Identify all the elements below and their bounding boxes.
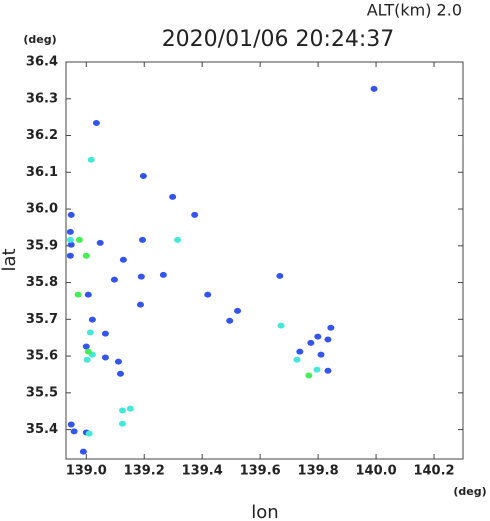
x-axis-label: lon	[251, 502, 278, 521]
x-tick-label: 139.8	[298, 464, 339, 479]
y-tick-label: 36.3	[26, 91, 58, 106]
y-tick-label: 36.0	[26, 202, 58, 217]
echo-point	[66, 228, 74, 235]
echo-point	[307, 339, 315, 346]
echo-point	[126, 405, 134, 412]
echo-point	[84, 291, 92, 298]
y-tick-label: 35.4	[26, 422, 58, 437]
x-tick-label: 139.0	[66, 464, 107, 479]
echo-point	[86, 329, 94, 336]
echo-point	[87, 156, 95, 163]
y-unit: (deg)	[23, 33, 56, 46]
echo-point	[82, 252, 90, 259]
echo-point	[139, 236, 147, 243]
y-tick-label: 35.9	[26, 238, 58, 253]
chart-title: 2020/01/06 20:24:37	[162, 27, 395, 52]
echo-point	[116, 370, 124, 377]
echo-point	[324, 367, 332, 374]
echo-point	[276, 272, 284, 279]
echo-point	[110, 276, 118, 283]
echo-point	[317, 351, 325, 358]
echo-point	[101, 354, 109, 361]
echo-point	[226, 317, 234, 324]
echo-point	[67, 241, 75, 248]
echo-point	[83, 356, 91, 363]
echo-point	[66, 252, 74, 259]
chart-subtitle: ALT(km) 2.0	[367, 1, 462, 20]
echo-point	[314, 333, 322, 340]
x-tick-label: 139.6	[240, 464, 281, 479]
echo-point	[313, 366, 321, 373]
echo-point	[67, 211, 75, 218]
x-tick-label: 139.4	[182, 464, 223, 479]
x-tick-label: 140.2	[413, 464, 454, 479]
echo-point	[88, 316, 96, 323]
echo-point	[74, 291, 82, 298]
y-tick-label: 36.1	[26, 165, 58, 180]
echo-point	[79, 448, 87, 455]
x-tick-label: 139.2	[124, 464, 165, 479]
echo-point	[293, 356, 301, 363]
x-unit: (deg)	[453, 485, 486, 498]
y-axis-label: lat	[0, 248, 20, 271]
echo-point	[324, 336, 332, 343]
echo-point	[169, 193, 177, 200]
echo-point	[85, 430, 93, 437]
plot-frame	[65, 61, 464, 460]
echo-point	[75, 236, 83, 243]
echo-point	[92, 120, 100, 127]
echo-point	[70, 428, 78, 435]
echo-point	[67, 421, 75, 428]
echo-point	[119, 420, 127, 427]
y-tick-label: 35.7	[26, 312, 58, 327]
echo-point	[191, 211, 199, 218]
echo-point	[114, 358, 122, 365]
echo-point	[96, 239, 104, 246]
echo-point	[370, 85, 378, 92]
echo-point	[296, 348, 304, 355]
echo-point	[139, 172, 147, 179]
echo-point	[174, 236, 182, 243]
echo-point	[119, 256, 127, 263]
y-tick-label: 35.5	[26, 385, 58, 400]
echo-point	[137, 273, 145, 280]
echo-point	[101, 330, 109, 337]
x-tick-label: 140.0	[356, 464, 397, 479]
echo-point	[159, 271, 167, 278]
echo-point	[277, 322, 285, 329]
echo-point	[66, 236, 74, 243]
echo-point	[204, 291, 212, 298]
y-tick-label: 35.8	[26, 275, 58, 290]
echo-point	[136, 301, 144, 308]
echo-point	[119, 407, 127, 414]
y-tick-label: 36.2	[26, 128, 58, 143]
echo-point	[82, 343, 90, 350]
y-tick-label: 36.4	[26, 55, 58, 70]
echo-point	[234, 307, 242, 314]
echo-point	[84, 348, 92, 355]
y-tick-label: 35.6	[26, 349, 58, 364]
echo-point	[327, 324, 335, 331]
echo-point	[305, 372, 313, 379]
